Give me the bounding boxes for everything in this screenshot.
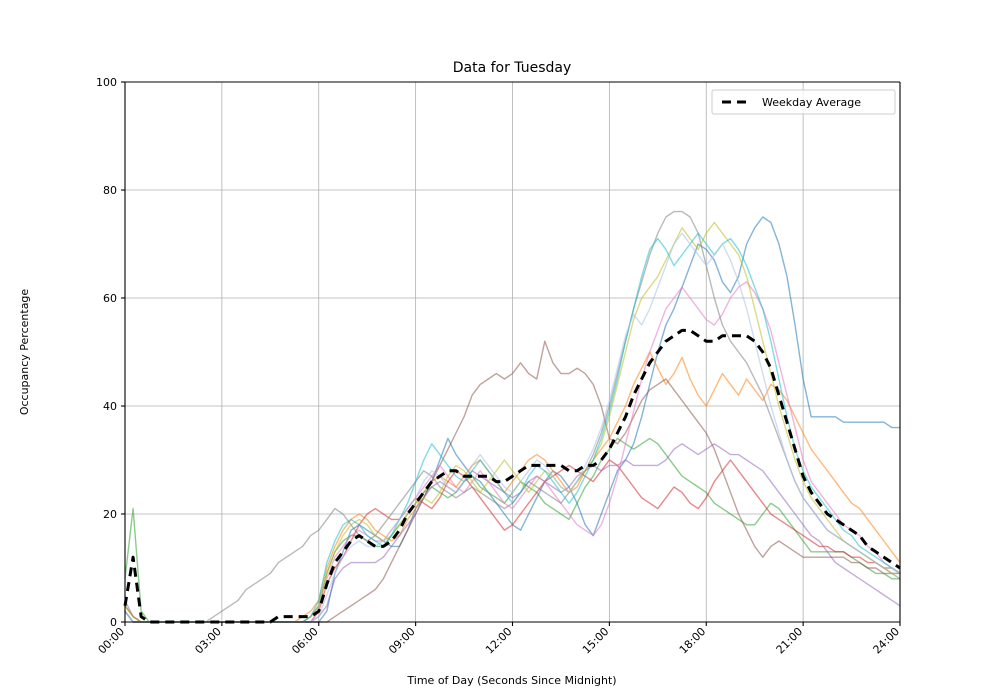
chart-legend[interactable]: Weekday Average [711,89,896,115]
legend-label: Weekday Average [762,96,861,109]
chart-title: Data for Tuesday [453,60,572,76]
y-tick-labels: 0 20 40 60 80 100 [96,76,117,629]
y-axis-label: Occupancy Percentage [18,289,31,416]
y-tick-label: 0 [110,616,117,629]
y-tick-label: 80 [103,184,117,197]
y-tick-label: 100 [96,76,117,89]
y-tick-label: 60 [103,292,117,305]
weekday-average-line [123,328,901,624]
weekday-average-path [123,328,901,624]
legend-box [711,89,896,115]
x-axis-label: Time of Day (Seconds Since Midnight) [406,674,616,687]
y-tick-label: 20 [103,508,117,521]
y-tick-label: 40 [103,400,117,413]
tick-marks [121,81,901,626]
